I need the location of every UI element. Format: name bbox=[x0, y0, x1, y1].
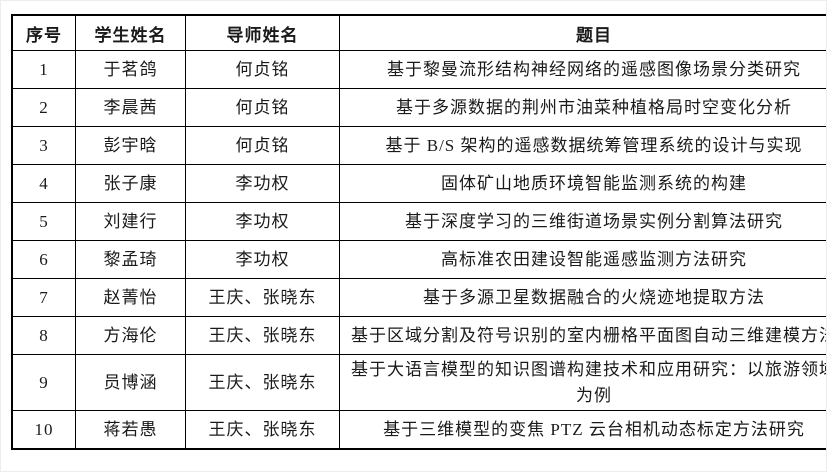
cell-no: 9 bbox=[11, 354, 76, 411]
cell-no: 2 bbox=[11, 88, 76, 127]
cell-student: 彭宇晗 bbox=[75, 126, 186, 165]
cell-no: 6 bbox=[11, 240, 76, 279]
table-row: 1 于茗鸽 何贞铭 基于黎曼流形结构神经网络的遥感图像场景分类研究 bbox=[11, 50, 826, 89]
table-row: 8 方海伦 王庆、张晓东 基于区域分割及符号识别的室内栅格平面图自动三维建模方法 bbox=[11, 316, 826, 355]
cell-no: 1 bbox=[11, 50, 76, 89]
table-row: 10 蒋若愚 王庆、张晓东 基于三维模型的变焦 PTZ 云台相机动态标定方法研究 bbox=[11, 410, 826, 450]
table-row: 9 员博涵 王庆、张晓东 基于大语言模型的知识图谱构建技术和应用研究：以旅游领域… bbox=[11, 354, 826, 411]
cell-student: 蒋若愚 bbox=[75, 410, 186, 450]
cell-no: 8 bbox=[11, 316, 76, 355]
cell-advisor: 王庆、张晓东 bbox=[185, 278, 340, 317]
cell-student: 黎孟琦 bbox=[75, 240, 186, 279]
cell-advisor: 王庆、张晓东 bbox=[185, 410, 340, 450]
header-title: 题目 bbox=[339, 14, 826, 51]
cell-advisor: 李功权 bbox=[185, 164, 340, 203]
cell-student: 赵菁怡 bbox=[75, 278, 186, 317]
cell-title: 基于大语言模型的知识图谱构建技术和应用研究：以旅游领域为例 bbox=[339, 354, 826, 411]
cell-student: 张子康 bbox=[75, 164, 186, 203]
cell-no: 7 bbox=[11, 278, 76, 317]
cell-title: 基于黎曼流形结构神经网络的遥感图像场景分类研究 bbox=[339, 50, 826, 89]
cell-no: 3 bbox=[11, 126, 76, 165]
cell-title: 基于区域分割及符号识别的室内栅格平面图自动三维建模方法 bbox=[339, 316, 826, 355]
cell-no: 4 bbox=[11, 164, 76, 203]
cell-title: 基于三维模型的变焦 PTZ 云台相机动态标定方法研究 bbox=[339, 410, 826, 450]
table-row: 5 刘建行 李功权 基于深度学习的三维街道场景实例分割算法研究 bbox=[11, 202, 826, 241]
header-advisor: 导师姓名 bbox=[185, 14, 340, 51]
header-row: 序号 学生姓名 导师姓名 题目 bbox=[11, 14, 826, 51]
table-row: 3 彭宇晗 何贞铭 基于 B/S 架构的遥感数据统筹管理系统的设计与实现 bbox=[11, 126, 826, 165]
cell-advisor: 王庆、张晓东 bbox=[185, 354, 340, 411]
cell-title: 固体矿山地质环境智能监测系统的构建 bbox=[339, 164, 826, 203]
cell-student: 李晨茜 bbox=[75, 88, 186, 127]
thesis-assignment-table: 序号 学生姓名 导师姓名 题目 1 于茗鸽 何贞铭 基于黎曼流形结构神经网络的遥… bbox=[11, 14, 826, 450]
cell-student: 于茗鸽 bbox=[75, 50, 186, 89]
cell-student: 员博涵 bbox=[75, 354, 186, 411]
table-row: 6 黎孟琦 李功权 高标准农田建设智能遥感监测方法研究 bbox=[11, 240, 826, 279]
table-row: 7 赵菁怡 王庆、张晓东 基于多源卫星数据融合的火烧迹地提取方法 bbox=[11, 278, 826, 317]
cell-no: 5 bbox=[11, 202, 76, 241]
cell-student: 刘建行 bbox=[75, 202, 186, 241]
cell-advisor: 李功权 bbox=[185, 240, 340, 279]
cell-advisor: 王庆、张晓东 bbox=[185, 316, 340, 355]
cell-advisor: 何贞铭 bbox=[185, 88, 340, 127]
table-row: 4 张子康 李功权 固体矿山地质环境智能监测系统的构建 bbox=[11, 164, 826, 203]
header-student: 学生姓名 bbox=[75, 14, 186, 51]
cell-title: 高标准农田建设智能遥感监测方法研究 bbox=[339, 240, 826, 279]
cell-no: 10 bbox=[11, 410, 76, 450]
cell-title: 基于 B/S 架构的遥感数据统筹管理系统的设计与实现 bbox=[339, 126, 826, 165]
cell-title: 基于多源卫星数据融合的火烧迹地提取方法 bbox=[339, 278, 826, 317]
header-no: 序号 bbox=[11, 14, 76, 51]
cell-title: 基于多源数据的荆州市油菜种植格局时空变化分析 bbox=[339, 88, 826, 127]
cell-advisor: 何贞铭 bbox=[185, 50, 340, 89]
table-body: 1 于茗鸽 何贞铭 基于黎曼流形结构神经网络的遥感图像场景分类研究 2 李晨茜 … bbox=[11, 50, 826, 450]
cell-student: 方海伦 bbox=[75, 316, 186, 355]
cell-advisor: 李功权 bbox=[185, 202, 340, 241]
cell-title: 基于深度学习的三维街道场景实例分割算法研究 bbox=[339, 202, 826, 241]
table-row: 2 李晨茜 何贞铭 基于多源数据的荆州市油菜种植格局时空变化分析 bbox=[11, 88, 826, 127]
cell-advisor: 何贞铭 bbox=[185, 126, 340, 165]
